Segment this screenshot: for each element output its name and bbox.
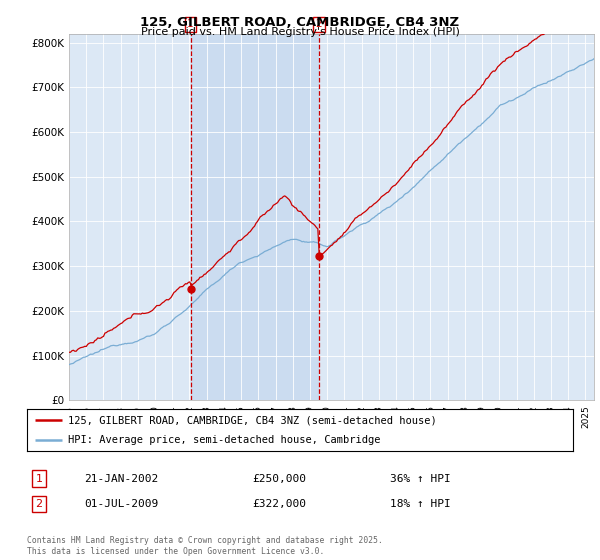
Text: £250,000: £250,000 <box>252 474 306 484</box>
Text: 1: 1 <box>187 20 194 30</box>
Text: HPI: Average price, semi-detached house, Cambridge: HPI: Average price, semi-detached house,… <box>68 435 380 445</box>
Text: 36% ↑ HPI: 36% ↑ HPI <box>390 474 451 484</box>
Bar <box>191 34 319 400</box>
Text: 2: 2 <box>315 20 322 30</box>
Text: 125, GILBERT ROAD, CAMBRIDGE, CB4 3NZ: 125, GILBERT ROAD, CAMBRIDGE, CB4 3NZ <box>140 16 460 29</box>
Text: 1: 1 <box>35 474 43 484</box>
Text: Price paid vs. HM Land Registry's House Price Index (HPI): Price paid vs. HM Land Registry's House … <box>140 27 460 37</box>
Text: 18% ↑ HPI: 18% ↑ HPI <box>390 499 451 509</box>
Text: 01-JUL-2009: 01-JUL-2009 <box>84 499 158 509</box>
Text: 21-JAN-2002: 21-JAN-2002 <box>84 474 158 484</box>
Text: £322,000: £322,000 <box>252 499 306 509</box>
Text: Contains HM Land Registry data © Crown copyright and database right 2025.
This d: Contains HM Land Registry data © Crown c… <box>27 536 383 556</box>
Text: 2: 2 <box>35 499 43 509</box>
Text: 125, GILBERT ROAD, CAMBRIDGE, CB4 3NZ (semi-detached house): 125, GILBERT ROAD, CAMBRIDGE, CB4 3NZ (s… <box>68 415 437 425</box>
